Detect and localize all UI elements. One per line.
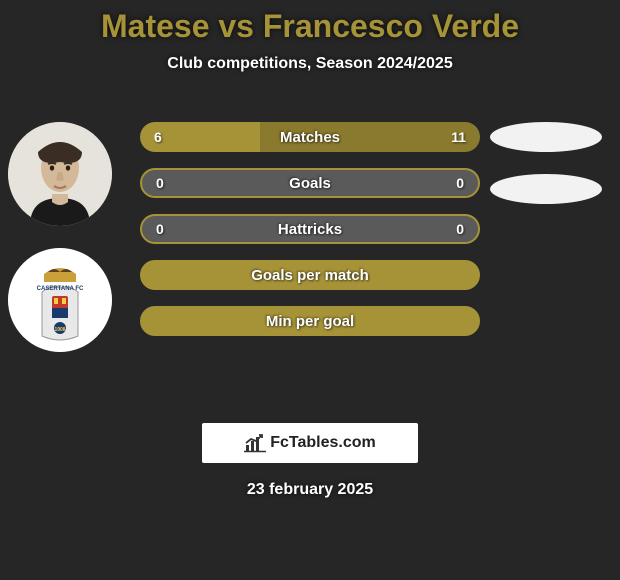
comparison-ovals xyxy=(490,122,602,226)
stat-row-goals: 0 Goals 0 xyxy=(140,168,480,198)
stat-right-value: 0 xyxy=(456,221,464,237)
stat-label: Hattricks xyxy=(278,221,342,238)
stat-label: Matches xyxy=(280,129,340,146)
stat-left-value: 0 xyxy=(156,175,164,191)
stats-rows: 6 Matches 11 0 Goals 0 0 Hattricks 0 Goals per ma… xyxy=(140,122,480,352)
player2-avatar: 1908 CASERTANA FC xyxy=(8,248,112,352)
stat-row-goals-per-match: Goals per match xyxy=(140,260,480,290)
page-subtitle: Club competitions, Season 2024/2025 xyxy=(0,55,620,73)
stat-label: Goals xyxy=(289,175,331,192)
brand-watermark: FcTables.com xyxy=(202,423,418,463)
svg-text:CASERTANA FC: CASERTANA FC xyxy=(37,286,84,292)
stat-left-value: 0 xyxy=(156,221,164,237)
chart-icon xyxy=(244,433,266,453)
stat-label: Min per goal xyxy=(266,313,354,330)
player-avatars: 1908 CASERTANA FC xyxy=(8,122,112,374)
stat-label: Goals per match xyxy=(251,267,369,284)
stat-left-value: 6 xyxy=(154,129,162,145)
page-title: Matese vs Francesco Verde xyxy=(0,8,620,45)
stat-right-value: 11 xyxy=(451,129,466,145)
brand-text: FcTables.com xyxy=(270,434,376,452)
stat-right-value: 0 xyxy=(456,175,464,191)
svg-text:1908: 1908 xyxy=(54,327,65,333)
oval-2 xyxy=(490,174,602,204)
stat-row-matches: 6 Matches 11 xyxy=(140,122,480,152)
date-label: 23 february 2025 xyxy=(0,481,620,499)
stat-row-hattricks: 0 Hattricks 0 xyxy=(140,214,480,244)
oval-1 xyxy=(490,122,602,152)
stat-row-min-per-goal: Min per goal xyxy=(140,306,480,336)
player1-avatar xyxy=(8,122,112,226)
